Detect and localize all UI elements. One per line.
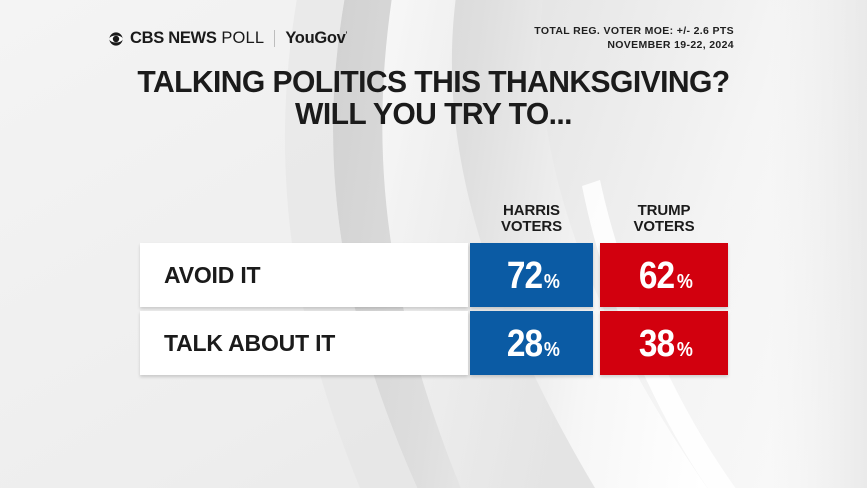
- column-header-harris-line2: VOTERS: [500, 218, 563, 235]
- percent-value: 72%: [502, 257, 561, 295]
- headline: TALKING POLITICS THIS THANKSGIVING? WILL…: [0, 66, 867, 130]
- table-row: AVOID IT 72% 62%: [0, 243, 867, 307]
- percent-value: 38%: [634, 325, 693, 363]
- percent-value: 28%: [502, 325, 561, 363]
- table-row: TALK ABOUT IT 28% 38%: [0, 311, 867, 375]
- percent-number: 62: [639, 255, 675, 297]
- percent-number: 72: [506, 255, 543, 297]
- percent-symbol: %: [676, 339, 693, 361]
- percent-symbol: %: [544, 271, 561, 293]
- moe-line-1: TOTAL REG. VOTER MOE: +/- 2.6 PTS: [534, 25, 734, 37]
- row-label-cell-talk-about-it: TALK ABOUT IT: [140, 311, 468, 375]
- cbs-news-wordmark: CBS NEWS POLL: [130, 29, 264, 48]
- headline-line-1: TALKING POLITICS THIS THANKSGIVING?: [137, 64, 730, 99]
- yougov-trademark-icon: ’: [345, 31, 348, 39]
- column-headers: HARRIS VOTERS TRUMP VOTERS: [0, 203, 867, 241]
- percent-number: 28: [506, 323, 543, 365]
- column-header-harris-line1: HARRIS: [503, 202, 560, 219]
- percent-symbol: %: [544, 339, 561, 361]
- row-label-text: AVOID IT: [164, 261, 261, 288]
- value-cell-harris-avoid-it: 72%: [470, 243, 593, 307]
- cbs-eye-icon: [109, 31, 123, 46]
- yougov-text: YouGov: [285, 29, 346, 47]
- margin-of-error-note: TOTAL REG. VOTER MOE: +/- 2.6 PTS NOVEMB…: [534, 24, 734, 52]
- moe-line-2: NOVEMBER 19-22, 2024: [607, 39, 734, 51]
- cbs-news-text: CBS NEWS: [130, 29, 217, 47]
- headline-line-2: WILL YOU TRY TO...: [295, 96, 572, 131]
- logo-divider: [274, 30, 276, 47]
- row-label-cell-avoid-it: AVOID IT: [140, 243, 468, 307]
- cbs-news-poll-yougov-logo: CBS NEWS POLL YouGov’: [109, 29, 348, 48]
- value-cell-trump-avoid-it: 62%: [600, 243, 728, 307]
- row-label-text: TALK ABOUT IT: [164, 329, 336, 356]
- yougov-wordmark: YouGov’: [285, 29, 347, 48]
- branding-bar: CBS NEWS POLL YouGov’ TOTAL REG. VOTER M…: [0, 0, 867, 62]
- percent-value: 62%: [634, 257, 693, 295]
- column-header-harris-voters: HARRIS VOTERS: [470, 203, 593, 235]
- column-header-trump-voters: TRUMP VOTERS: [600, 203, 728, 235]
- column-header-trump-line1: TRUMP: [637, 202, 691, 219]
- percent-symbol: %: [676, 271, 693, 293]
- poll-text: POLL: [216, 29, 265, 47]
- column-header-trump-line2: VOTERS: [633, 218, 695, 235]
- value-cell-harris-talk-about-it: 28%: [470, 311, 593, 375]
- percent-number: 38: [639, 323, 675, 365]
- value-cell-trump-talk-about-it: 38%: [600, 311, 728, 375]
- results-table: AVOID IT 72% 62% TALK ABOUT IT 28% 38%: [0, 243, 867, 379]
